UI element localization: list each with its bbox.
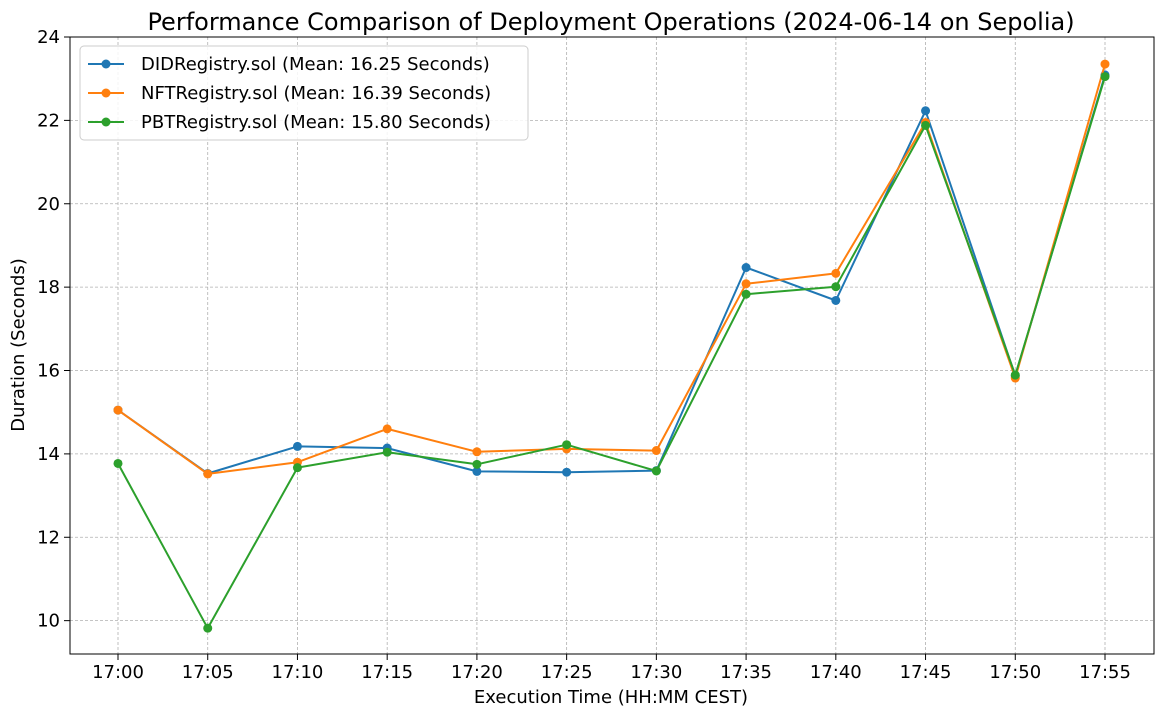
legend-entry-label: PBTRegistry.sol (Mean: 15.80 Seconds): [141, 112, 491, 133]
chart-title: Performance Comparison of Deployment Ope…: [147, 8, 1074, 36]
legend-entry-label: DIDRegistry.sol (Mean: 16.25 Seconds): [141, 54, 490, 75]
y-tick-label: 16: [37, 361, 60, 382]
data-point: [831, 295, 841, 305]
data-point: [651, 446, 661, 456]
data-point: [203, 623, 213, 633]
data-point: [921, 106, 931, 116]
data-point: [472, 447, 482, 457]
data-point: [562, 467, 572, 477]
x-tick-label: 17:30: [630, 662, 682, 683]
y-tick-label: 14: [37, 444, 60, 465]
x-tick-label: 17:35: [720, 662, 772, 683]
data-point: [292, 463, 302, 473]
legend-swatch-marker: [101, 88, 111, 98]
data-point: [1010, 370, 1020, 380]
data-point: [382, 424, 392, 434]
series-line: [117, 74, 1106, 475]
data-point: [921, 120, 931, 130]
legend-swatch-marker: [101, 117, 111, 127]
y-tick-label: 20: [37, 194, 60, 215]
series-group: [113, 72, 1110, 633]
x-axis: 17:00 17:05 17:10 17:15 17:20 17:25 17:30 17:35…: [92, 654, 1131, 683]
legend-entry-label: NFTRegistry.sol (Mean: 16.39 Seconds): [141, 83, 491, 104]
data-point: [651, 466, 661, 476]
data-point: [1100, 59, 1110, 69]
series-layer: [113, 59, 1110, 633]
data-point: [113, 405, 123, 415]
x-axis-label: Execution Time (HH:MM CEST): [474, 687, 748, 708]
data-point: [562, 440, 572, 450]
data-point: [113, 458, 123, 468]
data-point: [741, 263, 751, 273]
data-point: [472, 459, 482, 469]
legend: DIDRegistry.sol (Mean: 16.25 Seconds) NFT…: [79, 45, 529, 141]
y-tick-label: 10: [37, 611, 60, 632]
x-tick-label: 17:10: [272, 662, 324, 683]
x-tick-label: 17:20: [451, 662, 503, 683]
y-tick-label: 12: [37, 527, 60, 548]
x-tick-label: 17:50: [989, 662, 1041, 683]
x-tick-label: 17:00: [92, 662, 144, 683]
data-point: [741, 289, 751, 299]
legend-box: [79, 45, 529, 141]
data-point: [831, 268, 841, 278]
data-point: [472, 466, 482, 476]
data-point: [203, 469, 213, 479]
y-tick-label: 22: [37, 110, 60, 131]
data-point: [741, 279, 751, 289]
y-tick-label: 24: [37, 27, 60, 48]
series-line: [117, 76, 1106, 630]
y-axis-label: Duration (Seconds): [8, 258, 29, 432]
x-tick-label: 17:40: [810, 662, 862, 683]
x-tick-label: 17:15: [361, 662, 413, 683]
plot-area: [69, 36, 1155, 655]
x-tick-label: 17:55: [1079, 662, 1131, 683]
x-tick-label: 17:25: [541, 662, 593, 683]
data-point: [831, 282, 841, 292]
x-tick-label: 17:45: [900, 662, 952, 683]
y-tick-label: 18: [37, 277, 60, 298]
legend-swatch-marker: [101, 59, 111, 69]
data-point: [1100, 72, 1110, 82]
data-point: [292, 441, 302, 451]
x-tick-label: 17:05: [182, 662, 234, 683]
data-point: [382, 447, 392, 457]
y-axis: 10 12 14 16 18 20 22 24: [37, 27, 70, 632]
